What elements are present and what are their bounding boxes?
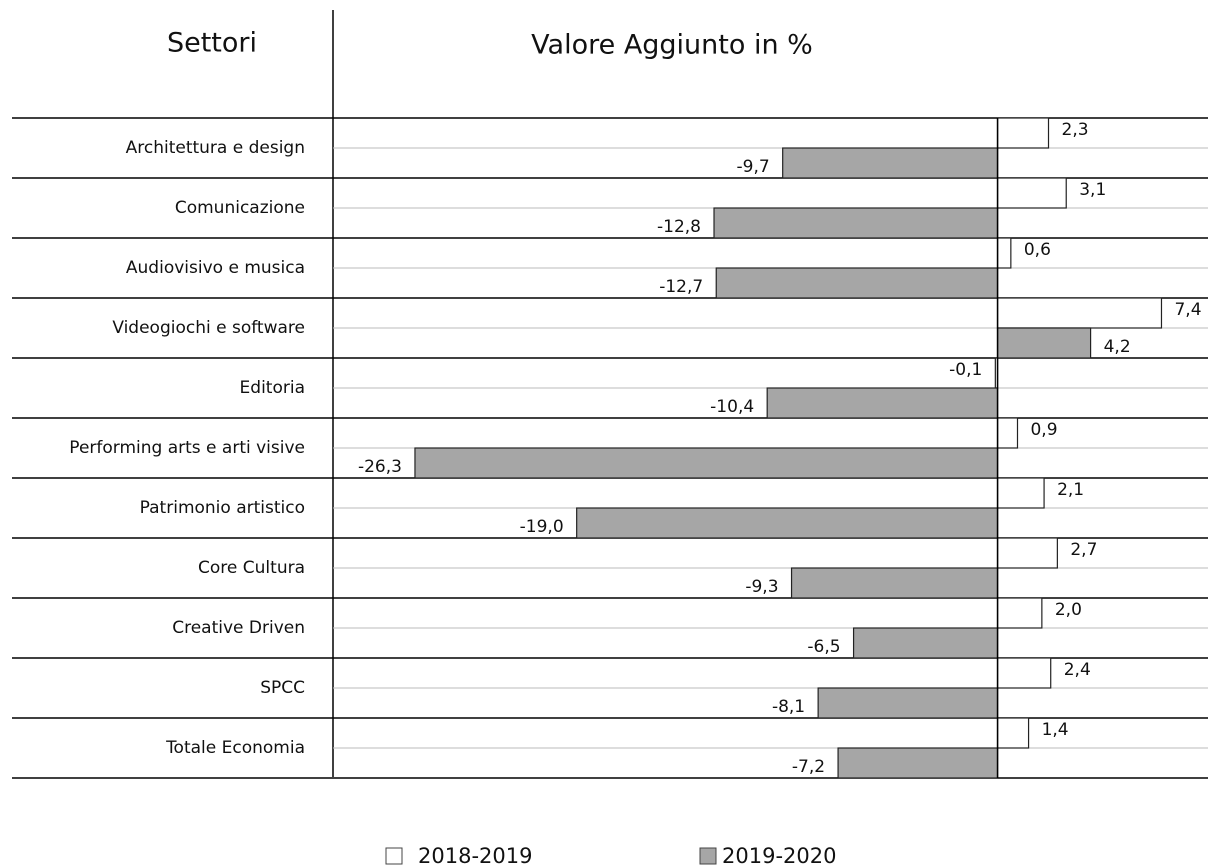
category-label: Creative Driven — [172, 618, 305, 638]
value-label: -8,1 — [772, 697, 805, 717]
value-label: 0,9 — [1030, 420, 1057, 440]
bar — [996, 327, 1092, 359]
bar — [996, 657, 1052, 689]
category-label: Totale Economia — [165, 738, 305, 758]
value-label: -7,2 — [792, 757, 825, 777]
bar — [996, 537, 1058, 569]
value-label: 1,4 — [1042, 720, 1069, 740]
value-label: 2,7 — [1070, 540, 1097, 560]
bar — [837, 747, 999, 779]
category-label: Performing arts e arti visive — [69, 438, 305, 458]
legend-swatch — [699, 847, 717, 865]
value-label: -26,3 — [358, 457, 402, 477]
column-header: Valore Aggiunto in % — [531, 30, 813, 61]
legend-label: 2019-2020 — [722, 844, 836, 865]
value-label: -12,8 — [657, 217, 701, 237]
category-label: SPCC — [260, 678, 305, 698]
bar — [996, 117, 1050, 149]
column-header: Settori — [167, 28, 257, 59]
bar — [996, 177, 1067, 209]
bar — [817, 687, 999, 719]
value-label: 2,0 — [1055, 600, 1082, 620]
category-label: Editoria — [240, 378, 305, 398]
bar — [996, 717, 1030, 749]
bar — [996, 417, 1019, 449]
category-label: Patrimonio artistico — [140, 498, 305, 518]
legend-label: 2018-2019 — [418, 844, 532, 865]
value-label: 0,6 — [1024, 240, 1051, 260]
category-label: Videogiochi e software — [112, 318, 305, 338]
bar — [766, 387, 999, 419]
value-label: 7,4 — [1174, 300, 1201, 320]
category-label: Comunicazione — [175, 198, 305, 218]
value-label: 4,2 — [1104, 337, 1131, 357]
bar — [715, 267, 999, 299]
bar — [782, 147, 999, 179]
bar — [996, 597, 1043, 629]
bar — [790, 567, 999, 599]
value-label: 3,1 — [1079, 180, 1106, 200]
value-label: -9,7 — [737, 157, 770, 177]
value-label: 2,3 — [1062, 120, 1089, 140]
value-label: -6,5 — [807, 637, 840, 657]
bar — [996, 477, 1045, 509]
value-label: -19,0 — [520, 517, 564, 537]
bar — [852, 627, 999, 659]
bar — [713, 207, 999, 239]
bar — [414, 447, 999, 479]
category-label: Audiovisivo e musica — [126, 258, 305, 278]
bar — [996, 237, 1012, 269]
value-label: -10,4 — [710, 397, 754, 417]
legend-swatch — [385, 847, 403, 865]
category-label: Core Cultura — [198, 558, 305, 578]
bar — [576, 507, 999, 539]
category-label: Architettura e design — [126, 138, 305, 158]
value-label: -12,7 — [659, 277, 703, 297]
bar — [996, 297, 1163, 329]
value-label: -0,1 — [949, 360, 982, 380]
value-label: 2,4 — [1064, 660, 1091, 680]
value-label: -9,3 — [745, 577, 778, 597]
value-label: 2,1 — [1057, 480, 1084, 500]
